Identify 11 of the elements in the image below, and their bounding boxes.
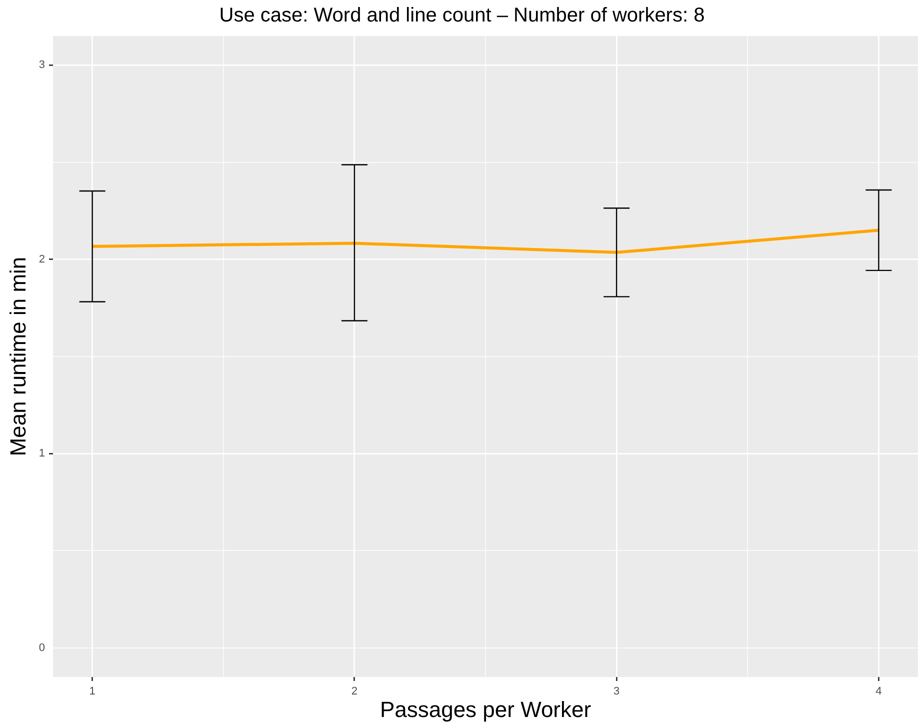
x-tick-label: 2: [351, 686, 358, 698]
y-tick-label: 3: [38, 59, 45, 72]
x-tick-label: 3: [614, 686, 620, 698]
x-axis-title: Passages per Worker: [380, 696, 592, 722]
y-axis-title: Mean runtime in min: [5, 256, 30, 456]
chart-title: Use case: Word and line count – Number of workers: 8: [219, 4, 705, 27]
y-tick-label: 0: [38, 642, 45, 654]
y-tick-label: 2: [38, 253, 45, 266]
x-tick-label: 1: [89, 686, 96, 698]
x-tick-label: 4: [876, 686, 882, 698]
y-tick-label: 1: [38, 448, 45, 460]
